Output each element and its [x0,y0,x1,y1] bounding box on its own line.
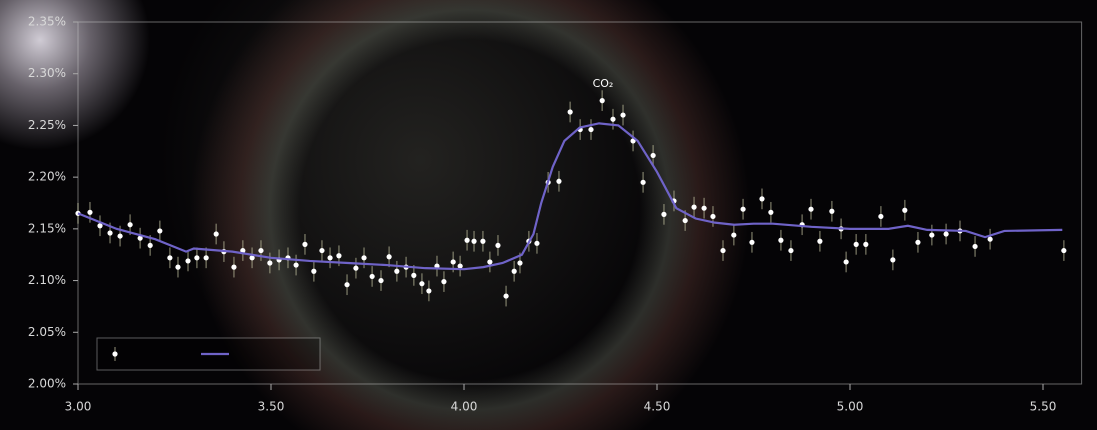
data-point [844,259,849,264]
data-point [361,255,366,260]
y-tick-label: 2.20% [28,170,66,184]
data-point [167,255,172,260]
data-point [258,248,263,253]
data-point [495,243,500,248]
data-point [353,266,358,271]
data-point [890,257,895,262]
data-point [759,196,764,201]
chart: 2.00% 2.05% 2.10% 2.15% 2.20% 2.25% 2.30% 2.35%… [0,0,1097,430]
data-point [641,180,646,185]
data-point [902,208,907,213]
data-point [319,248,324,253]
data-point [302,242,307,247]
data-point [370,274,375,279]
data-point [336,253,341,258]
x-tick-label: 3.50 [258,400,285,414]
y-tick-label: 2.25% [28,118,66,132]
data-point [175,265,180,270]
data-point [185,258,190,263]
data-point [394,269,399,274]
data-point [929,232,934,237]
data-point [720,248,725,253]
data-point [768,210,773,215]
data-point [701,206,706,211]
data-point [471,239,476,244]
y-tick-label: 2.35% [28,15,66,29]
data-point [878,214,883,219]
data-point [683,218,688,223]
data-point [117,233,122,238]
data-point [817,239,822,244]
data-point [293,262,298,267]
data-point [944,231,949,236]
legend-marker [112,351,117,356]
model-line [78,123,1062,269]
data-point [419,281,424,286]
data-point [600,98,605,103]
data-point [854,242,859,247]
data-point [534,241,539,246]
x-tick-label: 4.50 [644,400,671,414]
data-point [915,240,920,245]
data-point [512,269,517,274]
y-tick-label: 2.30% [28,66,66,80]
data-point [148,243,153,248]
data-point [426,288,431,293]
data-point [503,293,508,298]
data-point [731,232,736,237]
plot-frame [78,22,1082,384]
y-tick-label: 2.15% [28,221,66,235]
data-point [487,259,492,264]
data-point [128,222,133,227]
data-point [458,263,463,268]
data-point [588,127,593,132]
data-point [620,112,625,117]
data-point [661,212,666,217]
data-point [749,240,754,245]
x-tick-label: 4.00 [451,400,478,414]
data-point [441,279,446,284]
x-tick-label: 5.00 [837,400,864,414]
data-point [451,259,456,264]
data-point [157,228,162,233]
data-point [231,265,236,270]
data-point [808,207,813,212]
annotation: CO₂ [593,77,614,90]
data-point [87,210,92,215]
data-point [267,260,272,265]
data-point [480,239,485,244]
data-point [378,278,383,283]
data-point [1061,248,1066,253]
data-point [327,255,332,260]
data-point [344,282,349,287]
data-point [556,179,561,184]
data-point [464,238,469,243]
data-point [204,255,209,260]
data-point [740,207,745,212]
data-point [610,117,615,122]
data-point [710,214,715,219]
data-point [311,269,316,274]
data-point [411,273,416,278]
y-tick-label: 2.05% [28,325,66,339]
y-tick-label: 2.10% [28,273,66,287]
data-point [691,205,696,210]
data-point [863,242,868,247]
x-tick-label: 5.50 [1030,400,1057,414]
data-point [988,237,993,242]
data-point [214,231,219,236]
data-point [778,238,783,243]
page: 2.00% 2.05% 2.10% 2.15% 2.20% 2.25% 2.30% 2.35%… [0,0,1097,430]
data-point [651,153,656,158]
data-point [107,230,112,235]
y-tick-label: 2.00% [28,377,66,391]
x-tick-label: 3.00 [65,400,92,414]
data-point [788,248,793,253]
data-point [829,209,834,214]
data-point [568,109,573,114]
data-point [972,244,977,249]
data-point [194,255,199,260]
data-point [517,260,522,265]
data-point [387,254,392,259]
